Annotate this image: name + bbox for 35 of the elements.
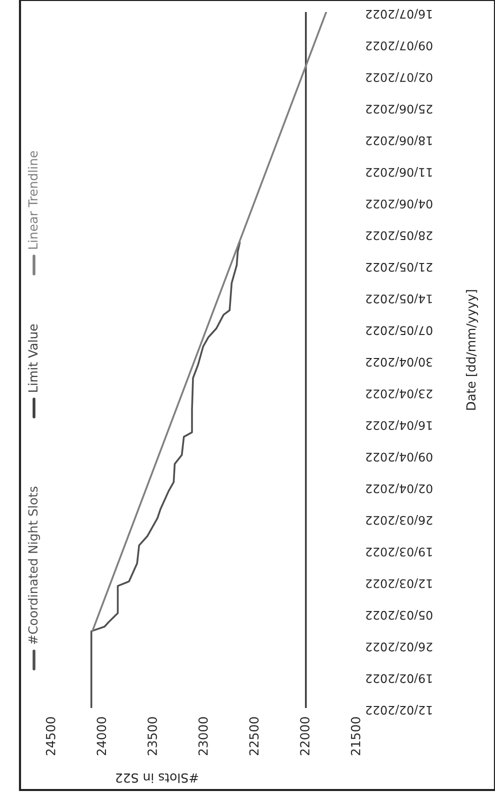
y-tick-label: 21/05/2022	[366, 262, 432, 272]
y-tick-label: 16/07/2022	[366, 8, 432, 19]
y-tick-label: 04/06/2022	[366, 198, 432, 209]
x-tick-label: 22000	[300, 717, 310, 756]
x-tick-label: 24500	[46, 717, 56, 756]
y-tick-label: 02/07/2022	[366, 72, 432, 82]
x-tick-label: 23500	[148, 717, 157, 756]
x-axis-title: #Slots in S22	[116, 773, 198, 784]
y-tick-label: 12/03/2022	[366, 578, 432, 588]
y-tick-label: 18/06/2022	[366, 135, 432, 146]
y-tick-label: 02/04/2022	[366, 483, 432, 494]
y-tick-label: 07/05/2022	[366, 325, 432, 336]
y-tick-label: 11/06/2022	[366, 167, 432, 177]
x-tick-label: 21500	[350, 717, 360, 756]
text: Linear Trendline	[28, 151, 38, 249]
y-tick-label: 09/07/2022	[366, 40, 432, 50]
y-tick-label: 16/04/2022	[366, 420, 432, 430]
x-tick-label: 24000	[96, 717, 106, 756]
y-tick-label: 26/02/2022	[366, 642, 432, 652]
x-tick-label: 22500	[249, 717, 259, 756]
y-tick-label: 28/05/2022	[366, 230, 432, 240]
y-tick-label: 19/02/2022	[366, 673, 432, 684]
y-tick-label: 09/04/2022	[366, 452, 432, 462]
y-tick-label: 23/04/2022	[366, 388, 432, 398]
y-tick-label: 25/06/2022	[366, 104, 432, 114]
text: Limit Value	[28, 324, 38, 392]
y-tick-label: 26/03/2022	[366, 515, 432, 525]
x-tick-label: 23000	[198, 717, 208, 756]
y-tick-label: 19/03/2022	[366, 546, 432, 557]
text: #Coordinated Night Slots	[28, 486, 40, 644]
y-tick-label: 12/02/2022	[366, 704, 432, 715]
y-tick-label: 05/03/2022	[366, 610, 432, 620]
y-tick-label: 30/04/2022	[366, 356, 432, 367]
y-tick-label: 14/05/2022	[366, 294, 432, 304]
y-axis-title: Date [dd/mm/yyyy]	[466, 290, 478, 410]
